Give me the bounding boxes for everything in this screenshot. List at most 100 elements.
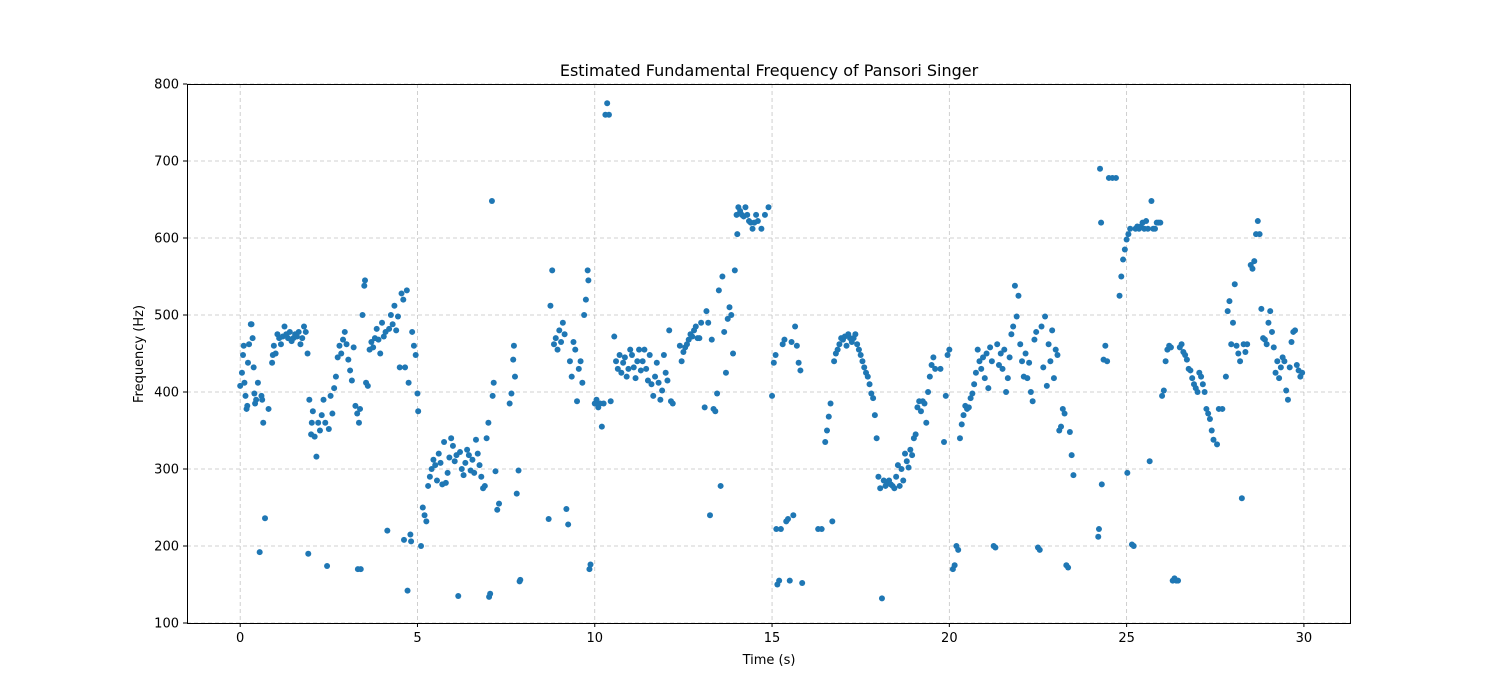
data-point — [430, 456, 437, 463]
data-point — [1124, 469, 1131, 476]
data-point — [1254, 218, 1261, 225]
data-point — [1146, 458, 1153, 465]
data-point — [855, 346, 862, 353]
data-point — [357, 566, 364, 573]
data-point — [1104, 358, 1111, 365]
data-point — [449, 442, 456, 449]
data-point — [1148, 198, 1155, 205]
data-point — [1033, 328, 1040, 335]
data-point — [1198, 373, 1205, 380]
x-tick-label: 25 — [1118, 631, 1135, 646]
data-point — [474, 450, 481, 457]
data-point — [1095, 533, 1102, 540]
data-point — [336, 342, 343, 349]
data-point — [818, 526, 825, 533]
data-point — [956, 435, 963, 442]
data-point — [270, 342, 277, 349]
data-point — [628, 352, 635, 359]
data-point — [792, 323, 799, 330]
data-point — [423, 518, 430, 525]
data-point — [1017, 341, 1024, 348]
data-point — [458, 466, 465, 472]
data-point — [1004, 375, 1011, 382]
data-point — [620, 359, 627, 366]
x-tick-label: 30 — [1296, 631, 1313, 646]
data-point — [894, 462, 901, 469]
data-point — [758, 225, 765, 232]
data-point — [437, 459, 444, 466]
data-point — [689, 333, 696, 340]
data-point — [1261, 336, 1268, 343]
data-point — [955, 546, 962, 553]
data-point — [462, 459, 469, 466]
data-point — [407, 531, 414, 538]
data-point — [905, 464, 912, 471]
data-point — [715, 287, 722, 294]
data-point — [483, 435, 490, 442]
data-point — [914, 404, 921, 411]
data-point — [613, 358, 620, 365]
data-point — [1027, 389, 1034, 395]
data-point — [714, 390, 721, 397]
data-point — [1022, 350, 1029, 357]
data-point — [648, 381, 655, 388]
data-point — [878, 595, 885, 602]
data-point — [256, 549, 263, 556]
y-tick-label: 700 — [154, 155, 179, 170]
data-point — [773, 526, 780, 533]
data-point — [1070, 472, 1077, 479]
data-point — [340, 336, 347, 343]
data-point — [999, 365, 1006, 372]
data-point — [621, 354, 628, 361]
data-point — [325, 425, 332, 432]
data-point — [1205, 410, 1212, 417]
data-point — [585, 277, 592, 284]
data-point — [754, 218, 761, 225]
data-point — [472, 436, 479, 443]
data-point — [517, 576, 524, 583]
data-point — [834, 346, 841, 353]
data-point — [944, 352, 951, 359]
data-point — [1231, 281, 1238, 288]
data-point — [442, 479, 449, 486]
data-point — [361, 282, 368, 289]
data-point — [552, 335, 559, 342]
data-point — [742, 204, 749, 211]
data-point — [444, 469, 451, 476]
data-points — [237, 100, 1306, 602]
data-point — [593, 396, 600, 403]
data-point — [244, 402, 251, 409]
data-point — [1162, 358, 1169, 365]
data-point — [639, 358, 646, 365]
x-tick-label: 10 — [586, 631, 603, 646]
data-point — [928, 362, 935, 369]
data-point — [827, 400, 834, 407]
data-point — [776, 577, 783, 584]
data-point — [1299, 369, 1306, 376]
data-point — [1194, 389, 1201, 395]
data-point — [1238, 495, 1245, 502]
data-point — [364, 382, 371, 389]
data-point — [301, 323, 308, 330]
data-point — [870, 395, 877, 402]
data-point — [761, 211, 768, 218]
data-point — [1208, 427, 1215, 434]
data-point — [730, 350, 737, 357]
data-point — [426, 473, 433, 480]
data-point — [605, 111, 612, 118]
data-point — [971, 381, 978, 388]
data-point — [650, 392, 657, 399]
data-point — [1157, 219, 1164, 226]
data-point — [1284, 396, 1291, 403]
x-tick-label: 15 — [764, 631, 781, 646]
data-point — [1276, 375, 1283, 382]
data-point — [1167, 344, 1174, 351]
data-point — [384, 527, 391, 534]
data-point — [308, 419, 315, 426]
y-tick-label: 500 — [154, 309, 179, 324]
data-point — [496, 500, 503, 507]
data-point — [549, 267, 556, 274]
data-point — [269, 359, 276, 366]
data-point — [907, 446, 914, 453]
data-point — [1065, 564, 1072, 571]
